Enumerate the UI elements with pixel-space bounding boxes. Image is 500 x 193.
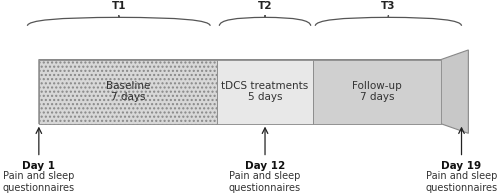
Text: Pain and sleep
questionnaires: Pain and sleep questionnaires	[426, 171, 498, 193]
Polygon shape	[39, 50, 469, 133]
Text: Day 12: Day 12	[245, 161, 285, 171]
Text: T1: T1	[112, 1, 126, 11]
Text: Follow-up
7 days: Follow-up 7 days	[352, 81, 402, 102]
Text: T2: T2	[258, 1, 272, 11]
FancyBboxPatch shape	[313, 60, 441, 124]
Text: Pain and sleep
questionnaires: Pain and sleep questionnaires	[3, 171, 75, 193]
FancyBboxPatch shape	[217, 60, 313, 124]
Text: Pain and sleep
questionnaires: Pain and sleep questionnaires	[229, 171, 301, 193]
Text: tDCS treatments
5 days: tDCS treatments 5 days	[222, 81, 308, 102]
FancyBboxPatch shape	[39, 60, 217, 124]
Text: Day 1: Day 1	[22, 161, 56, 171]
Text: Baseline
7 days: Baseline 7 days	[106, 81, 150, 102]
Text: T3: T3	[381, 1, 396, 11]
Text: Day 19: Day 19	[442, 161, 482, 171]
